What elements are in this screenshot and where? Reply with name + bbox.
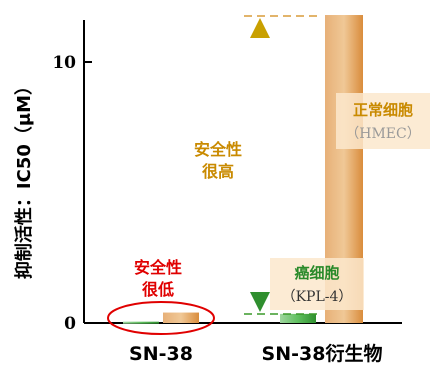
y-axis-label: 抑制活性：IC50（μM） bbox=[13, 77, 35, 279]
cancer-label-line1: 癌细胞 bbox=[294, 264, 339, 282]
annotation-low-line2: 很低 bbox=[142, 280, 174, 299]
cancer-label-box bbox=[270, 258, 364, 310]
y-tick-label-10: 10 bbox=[52, 53, 76, 73]
annotation-low-line1: 安全性 bbox=[134, 258, 182, 277]
double-arrow-icon bbox=[250, 18, 270, 312]
annotation-high-line1: 安全性 bbox=[194, 140, 242, 159]
y-tick-label-0: 0 bbox=[64, 314, 76, 334]
normal-label-box bbox=[336, 93, 430, 149]
category-label-sn38: SN-38 bbox=[129, 343, 193, 365]
category-label-sn38-derivative: SN-38衍生物 bbox=[262, 342, 383, 365]
bar-cancer-1 bbox=[280, 313, 316, 323]
cancer-label-line2: （KPL-4） bbox=[282, 289, 353, 305]
bar-normal-0 bbox=[163, 312, 199, 323]
bar-cancer-0 bbox=[123, 321, 159, 324]
highlight-ellipse bbox=[107, 301, 215, 335]
normal-label-line1: 正常细胞 bbox=[353, 101, 413, 119]
normal-label-line2: （HMEC） bbox=[345, 126, 420, 142]
annotation-high-line2: 很高 bbox=[202, 162, 234, 181]
